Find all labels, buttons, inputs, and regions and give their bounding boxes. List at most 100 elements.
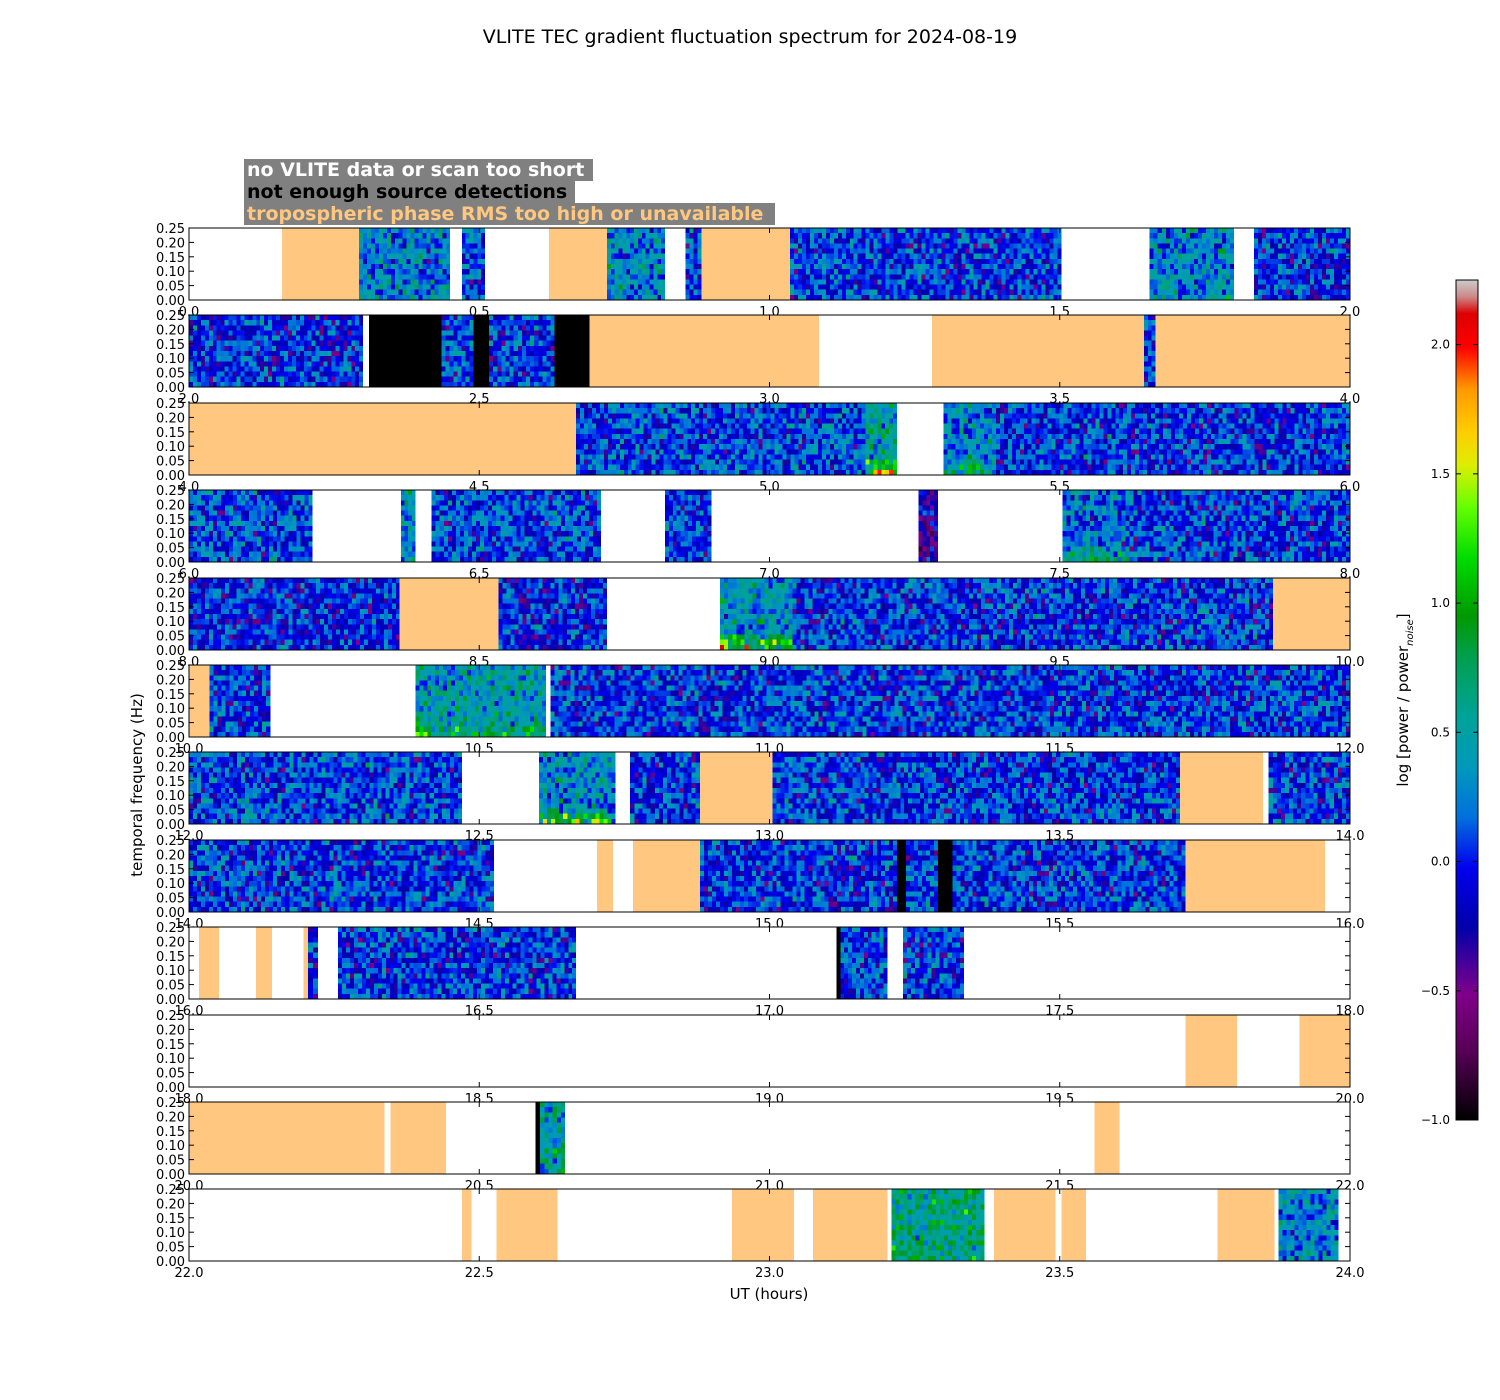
spectrum-cell bbox=[248, 315, 253, 321]
spectrum-cell bbox=[881, 284, 887, 291]
spectrum-cell bbox=[1009, 294, 1014, 301]
spectrum-cell bbox=[339, 356, 344, 362]
spectrum-cell bbox=[343, 366, 348, 372]
spectrum-cell bbox=[794, 469, 799, 476]
spectrum-cell bbox=[457, 371, 462, 378]
spectrum-cell bbox=[995, 418, 1001, 424]
spectrum-cell bbox=[697, 248, 702, 255]
spectrum-cell bbox=[1318, 253, 1323, 260]
spectrum-cell bbox=[873, 284, 879, 291]
spectrum-cell bbox=[453, 340, 458, 347]
spectrum-cell bbox=[845, 279, 851, 285]
spectrum-cell bbox=[657, 238, 662, 244]
spectrum-cell bbox=[941, 264, 946, 270]
spectrum-cell bbox=[610, 248, 615, 255]
spectrum-cell bbox=[873, 439, 878, 445]
spectrum-cell bbox=[921, 274, 926, 280]
spectrum-cell bbox=[453, 376, 458, 383]
spectrum-cell bbox=[1229, 269, 1235, 275]
spectrum-cell bbox=[618, 243, 623, 249]
spectrum-cell bbox=[647, 439, 652, 445]
spectrum-cell bbox=[963, 403, 969, 409]
spectrum-cell bbox=[1326, 233, 1331, 239]
spectrum-cell bbox=[810, 469, 815, 476]
spectrum-cell bbox=[465, 315, 470, 321]
spectrum-cell bbox=[659, 433, 664, 440]
spectrum-cell bbox=[1033, 233, 1038, 239]
spectrum-cell bbox=[810, 433, 815, 440]
spectrum-cell bbox=[837, 413, 843, 419]
spectrum-cell bbox=[260, 320, 265, 326]
spectrum-cell bbox=[196, 330, 202, 336]
spectrum-cell bbox=[323, 361, 328, 367]
spectrum-cell bbox=[441, 356, 446, 362]
spectrum-cell bbox=[945, 294, 950, 301]
spectrum-cell bbox=[390, 294, 396, 301]
spectrum-cell bbox=[610, 279, 615, 285]
spectrum-cell bbox=[1007, 444, 1013, 450]
spectrum-cell bbox=[734, 408, 740, 414]
spectrum-cell bbox=[774, 464, 779, 471]
spectrum-cell bbox=[596, 459, 601, 466]
spectrum-cell bbox=[821, 289, 827, 296]
spectrum-cell bbox=[1043, 454, 1048, 460]
spectrum-cell bbox=[1169, 274, 1175, 280]
spectrum-cell bbox=[789, 243, 795, 249]
spectrum-cell bbox=[893, 294, 898, 301]
spectrum-cell bbox=[1266, 269, 1271, 275]
spectrum-cell bbox=[497, 366, 502, 372]
spectrum-cell bbox=[526, 351, 531, 357]
spectrum-cell bbox=[272, 340, 277, 347]
spectrum-cell bbox=[937, 274, 942, 280]
spectrum-cell bbox=[1254, 284, 1259, 291]
spectrum-cell bbox=[343, 371, 348, 378]
spectrum-cell bbox=[853, 284, 859, 291]
spectrum-cell bbox=[1314, 233, 1319, 239]
spectrum-cell bbox=[766, 454, 771, 460]
spectrum-cell bbox=[1262, 289, 1267, 296]
spectrum-cell bbox=[647, 403, 652, 409]
spectrum-cell bbox=[596, 413, 601, 419]
spectrum-cell bbox=[1045, 264, 1050, 270]
spectrum-cell bbox=[722, 439, 728, 445]
spectrum-cell bbox=[626, 238, 631, 244]
spectrum-cell bbox=[465, 264, 470, 270]
spectrum-cell bbox=[603, 428, 609, 435]
spectrum-cell bbox=[889, 403, 894, 409]
spectrum-cell bbox=[200, 351, 206, 357]
spectrum-cell bbox=[446, 228, 451, 234]
spectrum-cell bbox=[941, 269, 946, 275]
spectrum-cell bbox=[961, 238, 966, 244]
spectrum-cell bbox=[991, 469, 997, 476]
spectrum-cell bbox=[1286, 258, 1291, 265]
spectrum-cell bbox=[746, 444, 752, 450]
spectrum-cell bbox=[580, 418, 585, 424]
spectrum-cell bbox=[814, 413, 819, 419]
spectrum-cell bbox=[382, 284, 388, 291]
spectrum-cell bbox=[1258, 243, 1263, 249]
spectrum-cell bbox=[818, 449, 823, 455]
spectrum-cell bbox=[829, 444, 835, 450]
spectrum-cell bbox=[264, 366, 269, 372]
spectrum-cell bbox=[829, 459, 835, 466]
spectrum-cell bbox=[905, 264, 910, 270]
spectrum-cell bbox=[657, 228, 662, 234]
spectrum-cell bbox=[999, 469, 1005, 476]
spectrum-cell bbox=[283, 325, 289, 331]
spectrum-cell bbox=[805, 269, 811, 275]
spectrum-cell bbox=[1009, 228, 1014, 234]
spectrum-cell bbox=[1342, 269, 1347, 275]
spectrum-cell bbox=[742, 428, 748, 435]
spectrum-cell bbox=[260, 340, 265, 347]
spectrum-cell bbox=[453, 345, 458, 352]
spectrum-cell bbox=[813, 294, 819, 301]
spectrum-cell bbox=[806, 459, 811, 466]
spectrum-cell bbox=[885, 233, 890, 239]
spectrum-cell bbox=[1169, 233, 1175, 239]
spectrum-cell bbox=[873, 274, 879, 280]
spectrum-cell bbox=[386, 228, 392, 234]
spectrum-cell bbox=[707, 433, 712, 440]
spectrum-cell bbox=[641, 279, 646, 285]
spectrum-cell bbox=[957, 238, 962, 244]
spectrum-cell bbox=[849, 248, 855, 255]
